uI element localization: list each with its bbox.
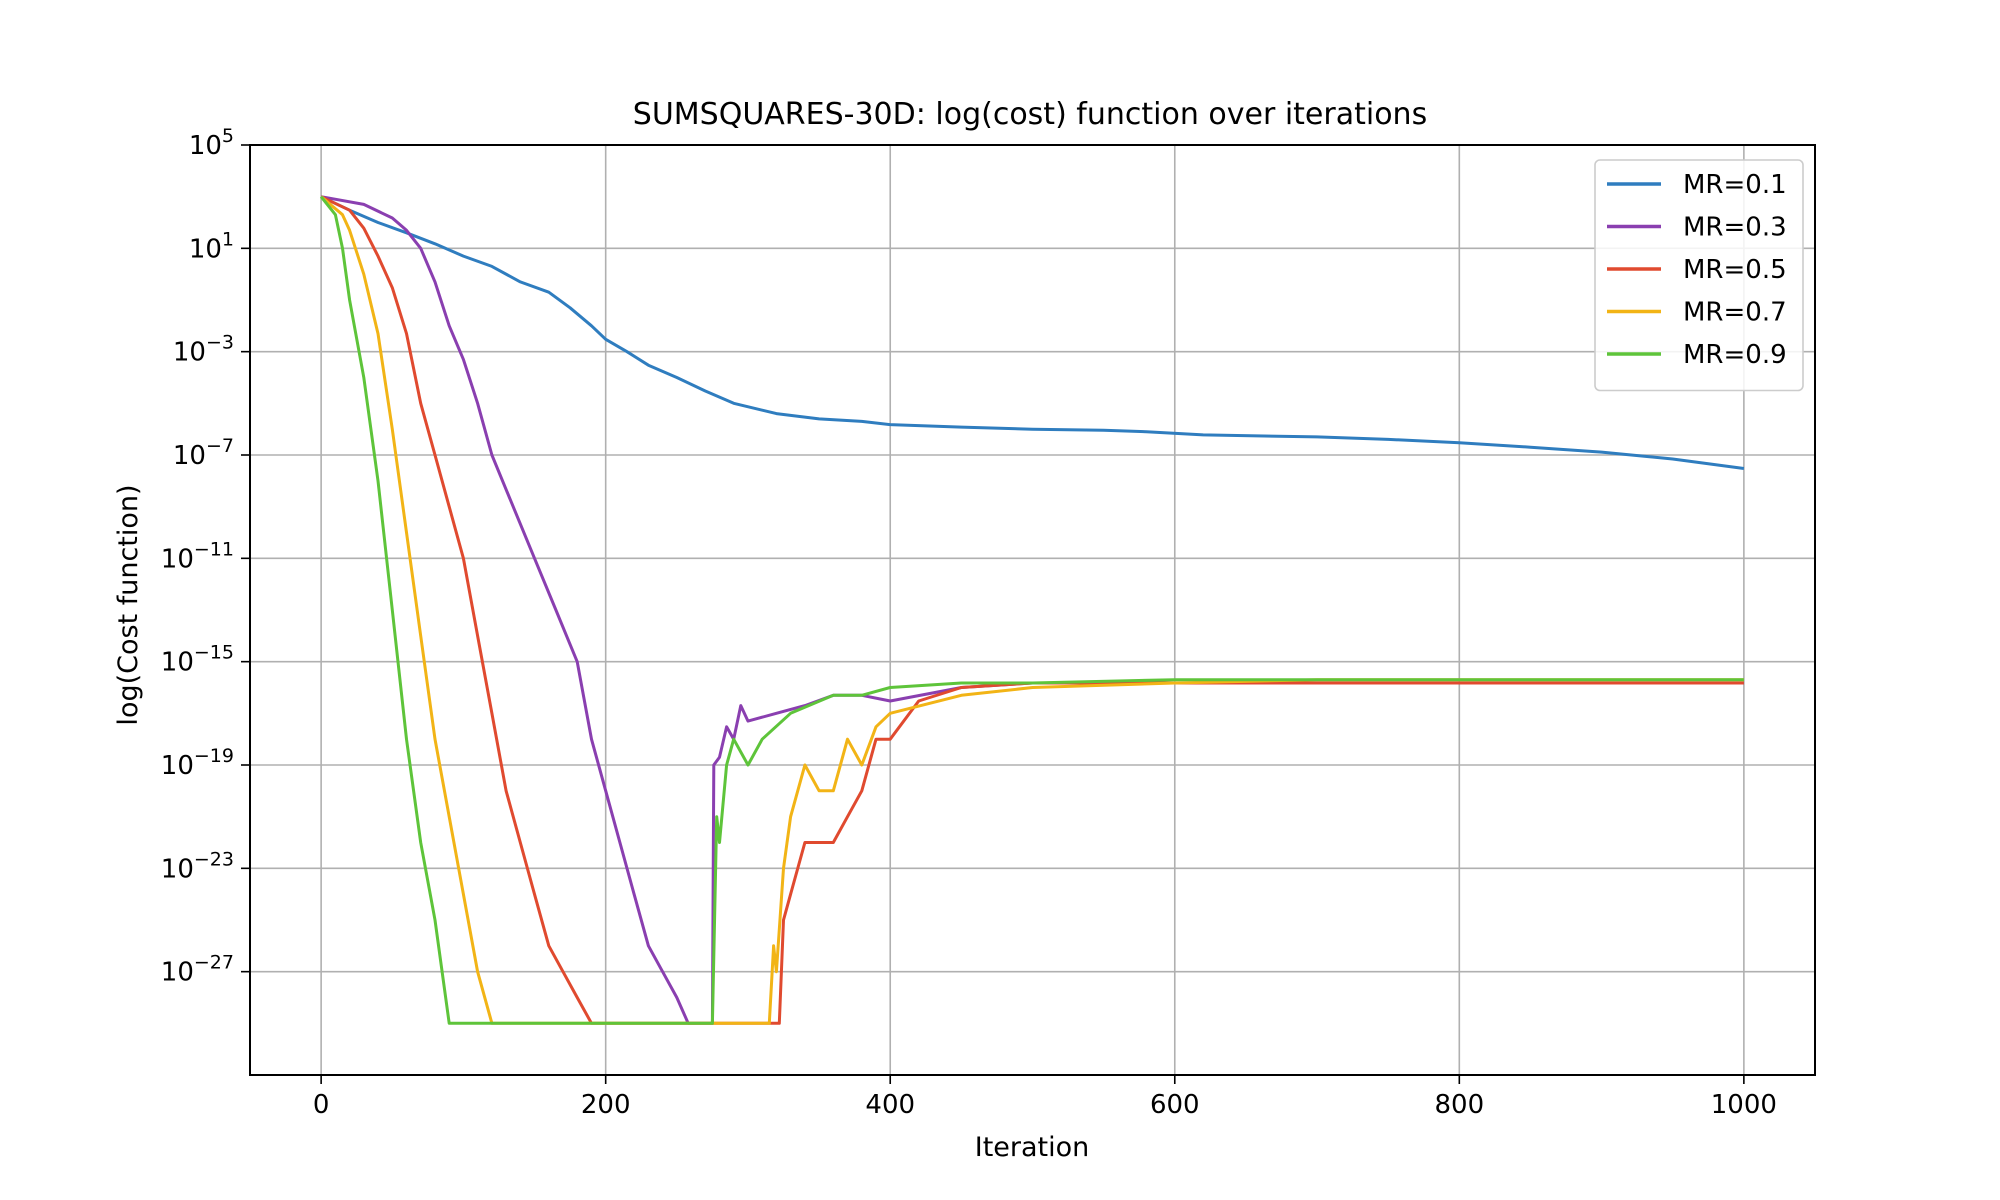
y-tick-exponent: −11	[194, 538, 234, 560]
x-axis: 0 200 400 600 800 1000	[313, 1075, 1777, 1120]
chart-title: SUMSQUARES-30D: log(cost) function over …	[633, 97, 1427, 132]
legend-label-0: MR=0.1	[1683, 170, 1787, 200]
x-axis-label: Iteration	[975, 1132, 1090, 1163]
y-tick-base: 10	[189, 131, 222, 161]
y-tick-label: 10−15	[161, 642, 234, 678]
y-tick-base: 10	[173, 338, 206, 368]
legend-label-4: MR=0.9	[1683, 340, 1787, 370]
legend-label-1: MR=0.3	[1683, 213, 1787, 243]
y-tick-exponent: −19	[194, 745, 234, 767]
series-line-3	[320, 195, 1744, 1025]
series-layer	[319, 195, 1745, 1025]
y-tick-exponent: −15	[194, 642, 234, 664]
grid-lines	[250, 144, 1815, 1075]
y-tick-exponent: −23	[194, 848, 234, 870]
y-tick-label: 101	[189, 228, 234, 264]
y-tick-exponent: −7	[206, 435, 234, 457]
y-tick-base: 10	[161, 544, 194, 574]
y-tick-label: 10−27	[161, 952, 234, 988]
y-tick-base: 10	[161, 648, 194, 678]
y-tick-exponent: 1	[222, 228, 234, 250]
y-tick-base: 10	[161, 854, 194, 884]
y-tick-exponent: −3	[206, 332, 234, 354]
legend: MR=0.1 MR=0.3 MR=0.5 MR=0.7 MR=0.9	[1594, 159, 1804, 392]
plot-frame	[249, 144, 1816, 1076]
x-tick-label: 600	[1150, 1090, 1200, 1120]
y-tick-base: 10	[173, 441, 206, 471]
y-tick-label: 10−19	[161, 745, 234, 781]
x-tick-label: 400	[865, 1090, 915, 1120]
legend-box	[1594, 159, 1804, 392]
legend-label-3: MR=0.7	[1683, 298, 1787, 328]
y-tick-exponent: 5	[222, 125, 234, 147]
legend-label-2: MR=0.5	[1683, 255, 1787, 285]
y-tick-label: 10−11	[161, 538, 234, 574]
y-tick-label: 10−7	[173, 435, 234, 471]
x-tick-label: 0	[313, 1090, 330, 1120]
y-tick-base: 10	[161, 958, 194, 988]
x-tick-label: 1000	[1711, 1090, 1777, 1120]
series-line-0	[320, 195, 1745, 470]
y-tick-label: 10−3	[173, 332, 234, 368]
y-tick-base: 10	[189, 234, 222, 264]
y-tick-label: 10−23	[161, 848, 234, 884]
y-tick-exponent: −27	[194, 952, 234, 974]
y-tick-base: 10	[161, 751, 194, 781]
series-line-4	[319, 195, 1744, 1025]
y-axis-label: log(Cost function)	[113, 484, 144, 725]
y-tick-label: 105	[189, 125, 234, 161]
x-tick-label: 800	[1434, 1090, 1484, 1120]
x-tick-label: 200	[581, 1090, 631, 1120]
